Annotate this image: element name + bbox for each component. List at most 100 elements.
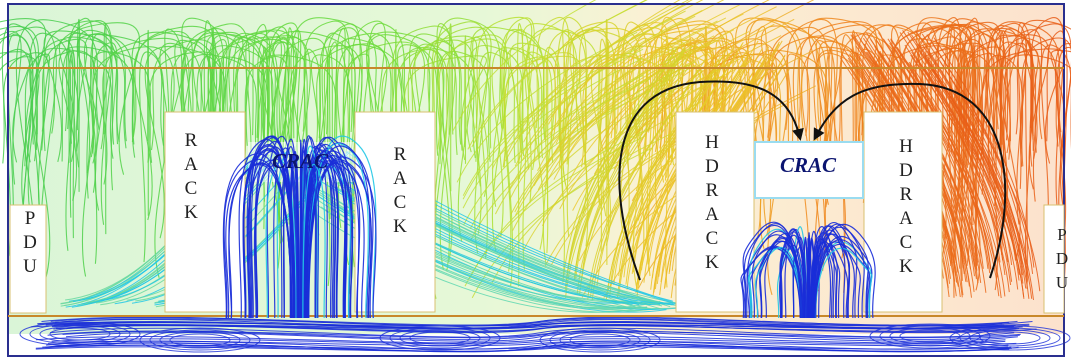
streamline [899,32,1001,263]
streamline [464,35,467,164]
plenum-eddy [539,327,661,353]
streamline [502,47,543,286]
streamline [1021,19,1071,159]
streamline [545,17,727,169]
streamline [556,0,693,127]
plenum-eddy [159,331,241,349]
streamline [921,33,1023,264]
streamline [307,161,372,319]
streamline [64,20,113,225]
streamline [2,52,50,221]
streamline [1002,28,1034,160]
streamline [742,221,802,319]
streamline [563,47,674,279]
label-letter: D [1056,249,1068,268]
streamline [437,38,510,252]
streamline [306,150,361,319]
streamline [740,247,801,319]
label-letter: K [393,216,407,237]
upper-streamlines [0,0,1071,313]
label-letter: A [899,208,913,229]
return-arrow-right [813,82,1007,279]
streamline [607,63,719,295]
plenum-eddy [49,327,111,341]
streamline [515,64,696,216]
plenum-eddy [869,323,991,349]
streamline [575,48,687,280]
streamline [139,51,165,263]
streamline [463,74,644,226]
streamline [452,0,597,131]
plenum-eddy [399,329,481,347]
streamline [469,78,651,230]
label-letter: H [899,136,913,157]
streamline [462,57,644,209]
streamline [310,200,642,310]
streamline [882,38,984,269]
streamline [541,75,723,227]
streamline [902,30,1004,261]
streamline [46,342,1019,353]
streamline [68,51,75,239]
plenum-eddy [149,329,251,351]
streamline [267,22,300,173]
streamline [256,26,289,169]
streamline [623,47,735,278]
streamline [812,233,851,319]
streamline [90,46,175,278]
streamline [307,145,374,319]
streamline [581,46,693,277]
streamline [812,233,856,319]
label-letter: R [185,130,198,151]
streamline [552,27,642,239]
hdrack-2-box [863,111,943,313]
label-letter: H [705,132,719,153]
streamline [537,20,718,172]
streamline [885,62,987,293]
streamline [58,36,127,162]
rack-1-box [164,111,246,313]
streamline [301,161,317,319]
streamline [590,66,701,298]
streamline [609,56,721,287]
streamline [814,247,873,319]
streamline [815,223,876,319]
streamline [243,149,295,319]
streamline [273,147,298,319]
streamline [350,20,386,164]
streamline [299,154,302,319]
streamline [609,67,720,298]
streamline [559,58,740,210]
streamline [566,46,678,277]
streamline [933,37,1035,268]
streamline [579,64,690,295]
room-frame [7,3,1065,357]
streamline [321,32,357,286]
streamline [301,182,633,302]
streamline [335,27,346,151]
streamline [327,41,338,164]
streamline [1,23,38,257]
plenum-eddy [379,325,501,351]
streamline [559,4,741,155]
label-letter: K [899,256,913,277]
plenum-eddy [949,325,1071,351]
streamline [917,59,1019,290]
streamline [767,27,830,292]
pdu-left-label: PDU [23,208,37,277]
pdu-left-box [9,204,47,314]
streamline [131,31,219,221]
streamline [747,247,802,319]
plenum-eddy [979,331,1041,345]
label-letter: R [900,184,913,205]
streamline [0,18,47,163]
label-letter: K [705,252,719,273]
streamline [305,207,636,313]
streamline [24,53,51,167]
streamline [144,45,228,239]
streamline [58,46,136,201]
streamline [578,29,617,247]
pdu-right-box [1043,204,1065,314]
streamline [431,26,492,187]
